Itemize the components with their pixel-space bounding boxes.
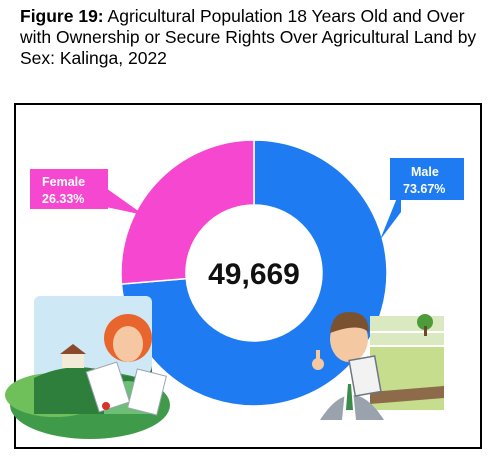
total-label: 49,669	[208, 258, 300, 291]
figure-label: Figure 19:	[20, 6, 104, 26]
man-holding-clipboard-illustration	[312, 311, 444, 420]
male-label: Male	[411, 165, 439, 179]
callout-male: Male 73.67%	[380, 158, 464, 240]
male-percent: 73.67%	[403, 182, 445, 196]
female-percent: 26.33%	[42, 192, 84, 206]
woman-farmer-with-document-illustration	[5, 296, 170, 439]
donut-hole	[186, 205, 322, 341]
figure-caption: Figure 19: Agricultural Population 18 Ye…	[20, 6, 490, 69]
female-label: Female	[42, 175, 85, 189]
callout-female: Female 26.33%	[30, 169, 144, 215]
figure-title: Agricultural Population 18 Years Old and…	[20, 6, 477, 68]
